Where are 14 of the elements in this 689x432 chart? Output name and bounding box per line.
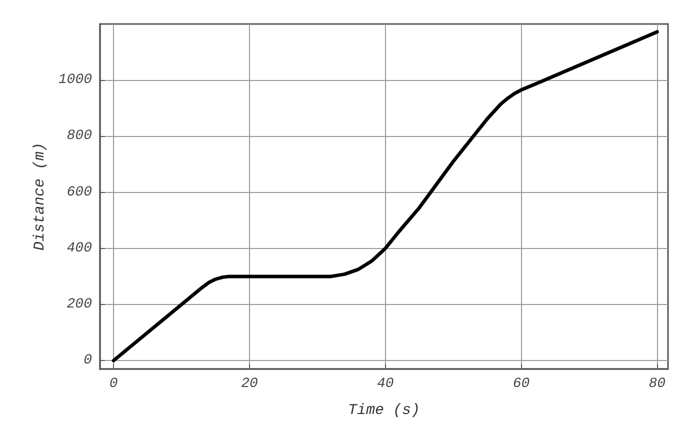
y-tick-label: 0 xyxy=(84,352,92,369)
x-tick-label: 0 xyxy=(109,376,118,392)
y-tick-label: 600 xyxy=(66,184,92,200)
x-tick-label: 40 xyxy=(376,376,394,392)
x-axis-title: Time (s) xyxy=(348,402,420,419)
y-tick-label: 400 xyxy=(66,240,92,256)
line-series xyxy=(112,30,659,362)
y-axis-title: Distance (m) xyxy=(31,142,48,251)
y-tick-label: 800 xyxy=(66,128,92,144)
x-tick-label: 20 xyxy=(241,376,258,392)
x-tick-label: 60 xyxy=(512,376,530,392)
x-tick-label: 80 xyxy=(648,376,666,392)
y-tick-label: 1000 xyxy=(58,72,92,88)
y-tick-label: 200 xyxy=(66,296,92,312)
